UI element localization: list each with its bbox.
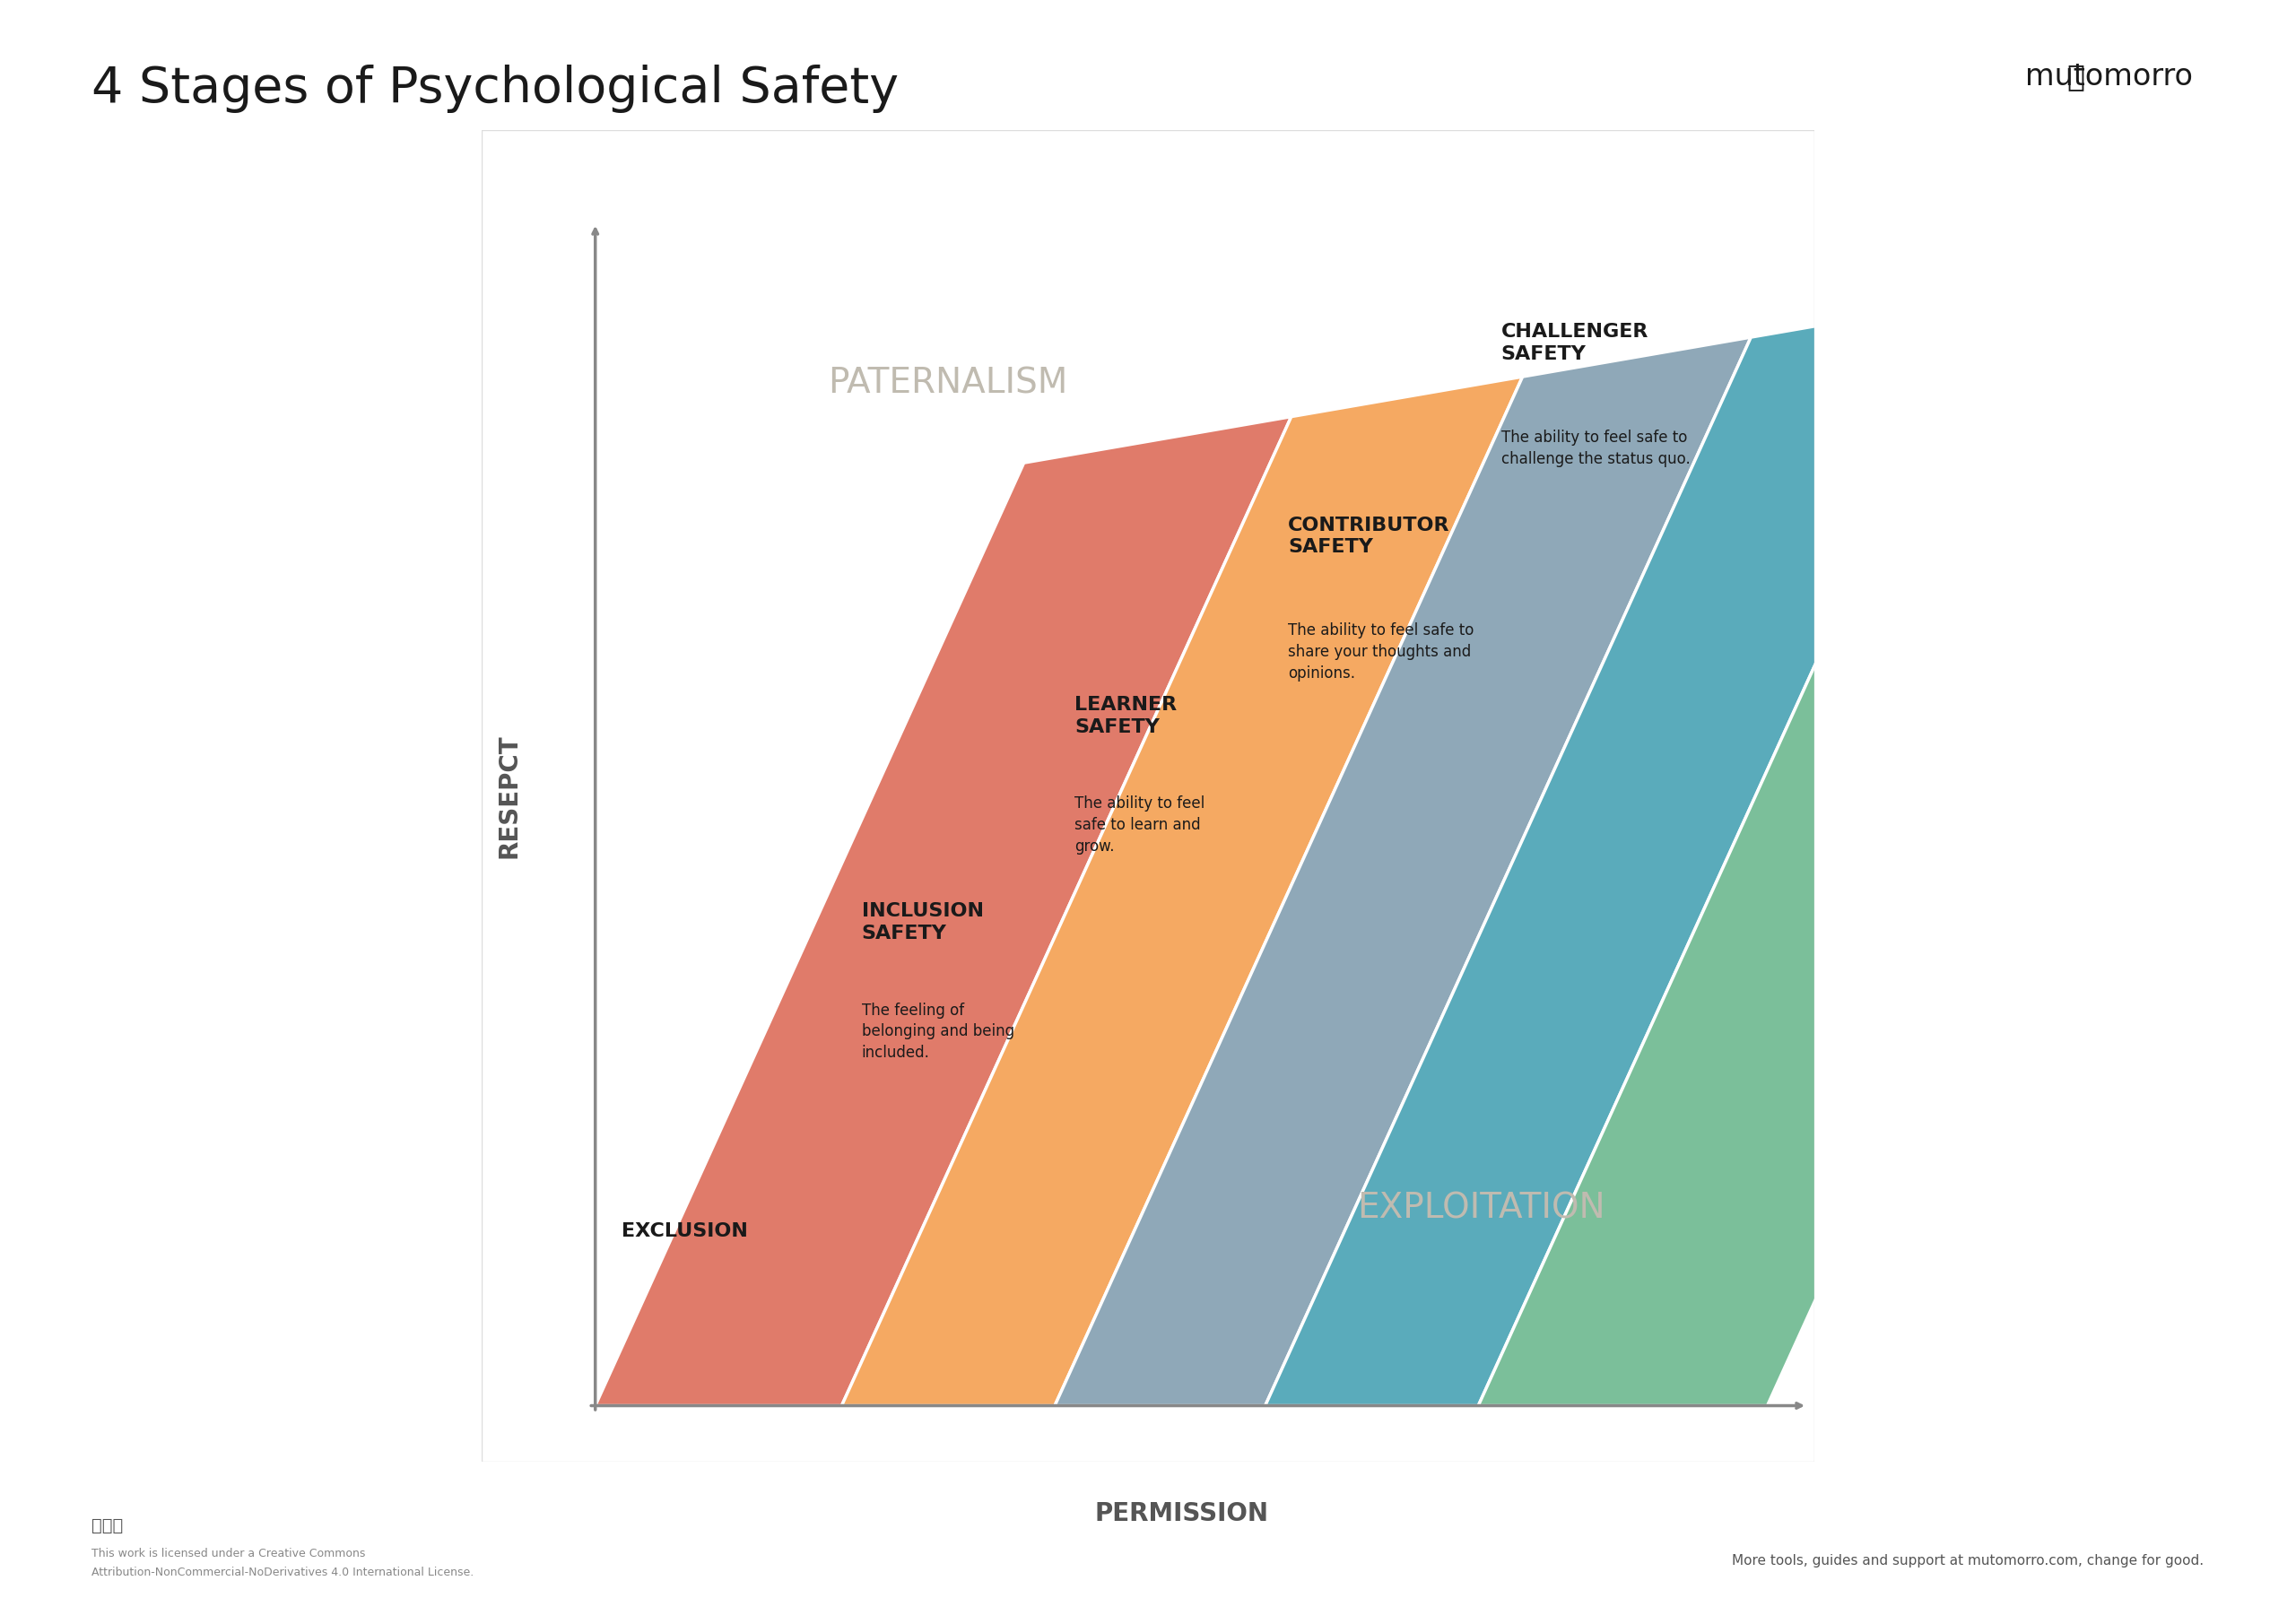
Text: Attribution-NonCommercial-NoDerivatives 4.0 International License.: Attribution-NonCommercial-NoDerivatives …: [92, 1567, 475, 1579]
Text: EXCLUSION: EXCLUSION: [622, 1221, 748, 1239]
Text: CHALLENGER
SAFETY: CHALLENGER SAFETY: [1502, 323, 1649, 364]
Text: PATERNALISM: PATERNALISM: [829, 365, 1068, 400]
Polygon shape: [843, 377, 1522, 1406]
Polygon shape: [1265, 297, 1981, 1406]
Text: The ability to feel safe to
challenge the status quo.: The ability to feel safe to challenge th…: [1502, 429, 1690, 466]
Text: CONTRIBUTOR
SAFETY: CONTRIBUTOR SAFETY: [1288, 516, 1449, 557]
Text: RESEPCT: RESEPCT: [496, 734, 521, 857]
Text: EXPLOITATION: EXPLOITATION: [1357, 1192, 1605, 1226]
Text: INCLUSION
SAFETY: INCLUSION SAFETY: [861, 903, 983, 942]
Text: 4 Stages of Psychological Safety: 4 Stages of Psychological Safety: [92, 65, 900, 114]
Polygon shape: [1479, 244, 2296, 1406]
Text: This work is licensed under a Creative Commons: This work is licensed under a Creative C…: [92, 1548, 365, 1559]
Text: ⎗: ⎗: [2066, 62, 2085, 91]
Text: More tools, guides and support at mutomorro.com, change for good.: More tools, guides and support at mutomo…: [1731, 1554, 2204, 1567]
Text: ⒸⒸⓇ: ⒸⒸⓇ: [92, 1518, 124, 1535]
Text: mutomorro: mutomorro: [2025, 62, 2193, 91]
Text: The ability to feel
safe to learn and
grow.: The ability to feel safe to learn and gr…: [1075, 796, 1205, 854]
Text: The feeling of
belonging and being
included.: The feeling of belonging and being inclu…: [861, 1002, 1015, 1060]
Polygon shape: [595, 417, 1290, 1406]
Text: The ability to feel safe to
share your thoughts and
opinions.: The ability to feel safe to share your t…: [1288, 622, 1474, 680]
Polygon shape: [1054, 338, 1752, 1406]
Text: PERMISSION: PERMISSION: [1095, 1502, 1267, 1527]
Text: LEARNER
SAFETY: LEARNER SAFETY: [1075, 695, 1178, 736]
